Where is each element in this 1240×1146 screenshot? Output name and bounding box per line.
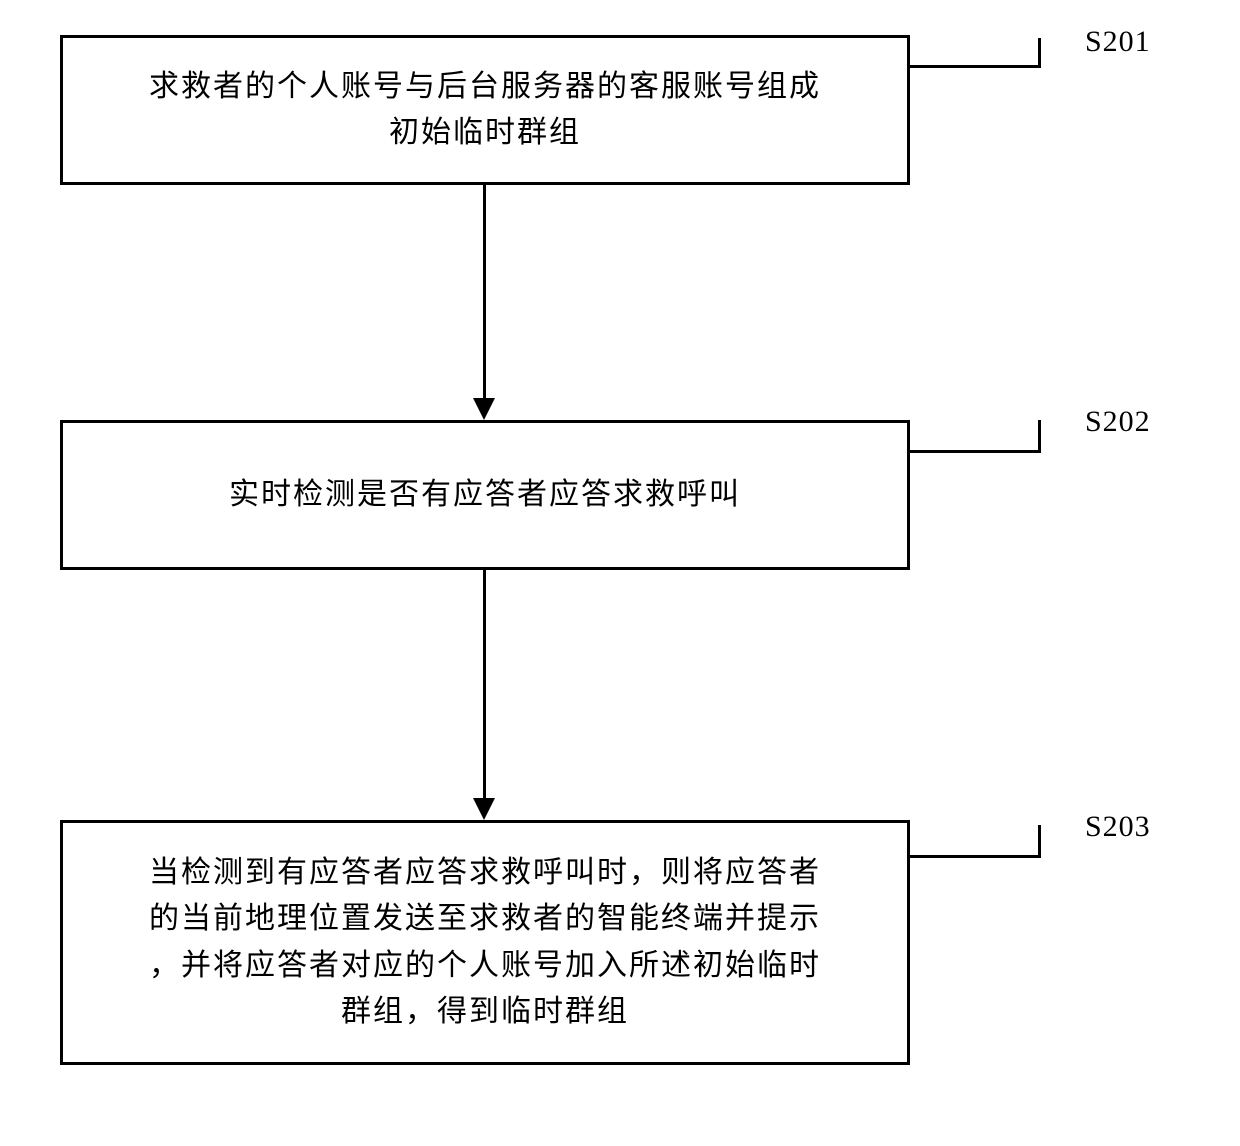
- callout-line: [1038, 38, 1041, 68]
- step-label-s202: S202: [1085, 405, 1151, 439]
- flow-node-s202: 实时检测是否有应答者应答求救呼叫: [60, 420, 910, 570]
- callout-line: [910, 450, 1040, 453]
- callout-line: [1038, 825, 1041, 858]
- step-label-s201: S201: [1085, 25, 1151, 59]
- flow-node-text: 求救者的个人账号与后台服务器的客服账号组成初始临时群组: [149, 64, 821, 157]
- flow-node-s201: 求救者的个人账号与后台服务器的客服账号组成初始临时群组: [60, 35, 910, 185]
- flow-node-text: 实时检测是否有应答者应答求救呼叫: [229, 472, 741, 519]
- step-label-s203: S203: [1085, 810, 1151, 844]
- arrow-line: [483, 570, 486, 798]
- arrow-head-icon: [473, 398, 495, 420]
- callout-line: [1038, 420, 1041, 453]
- callout-line: [910, 65, 1040, 68]
- flow-node-s203: 当检测到有应答者应答求救呼叫时，则将应答者的当前地理位置发送至求救者的智能终端并…: [60, 820, 910, 1065]
- flow-node-text: 当检测到有应答者应答求救呼叫时，则将应答者的当前地理位置发送至求救者的智能终端并…: [149, 850, 821, 1036]
- callout-line: [910, 855, 1040, 858]
- arrow-line: [483, 185, 486, 398]
- arrow-head-icon: [473, 798, 495, 820]
- flowchart-canvas: 求救者的个人账号与后台服务器的客服账号组成初始临时群组 S201 实时检测是否有…: [0, 0, 1240, 1146]
